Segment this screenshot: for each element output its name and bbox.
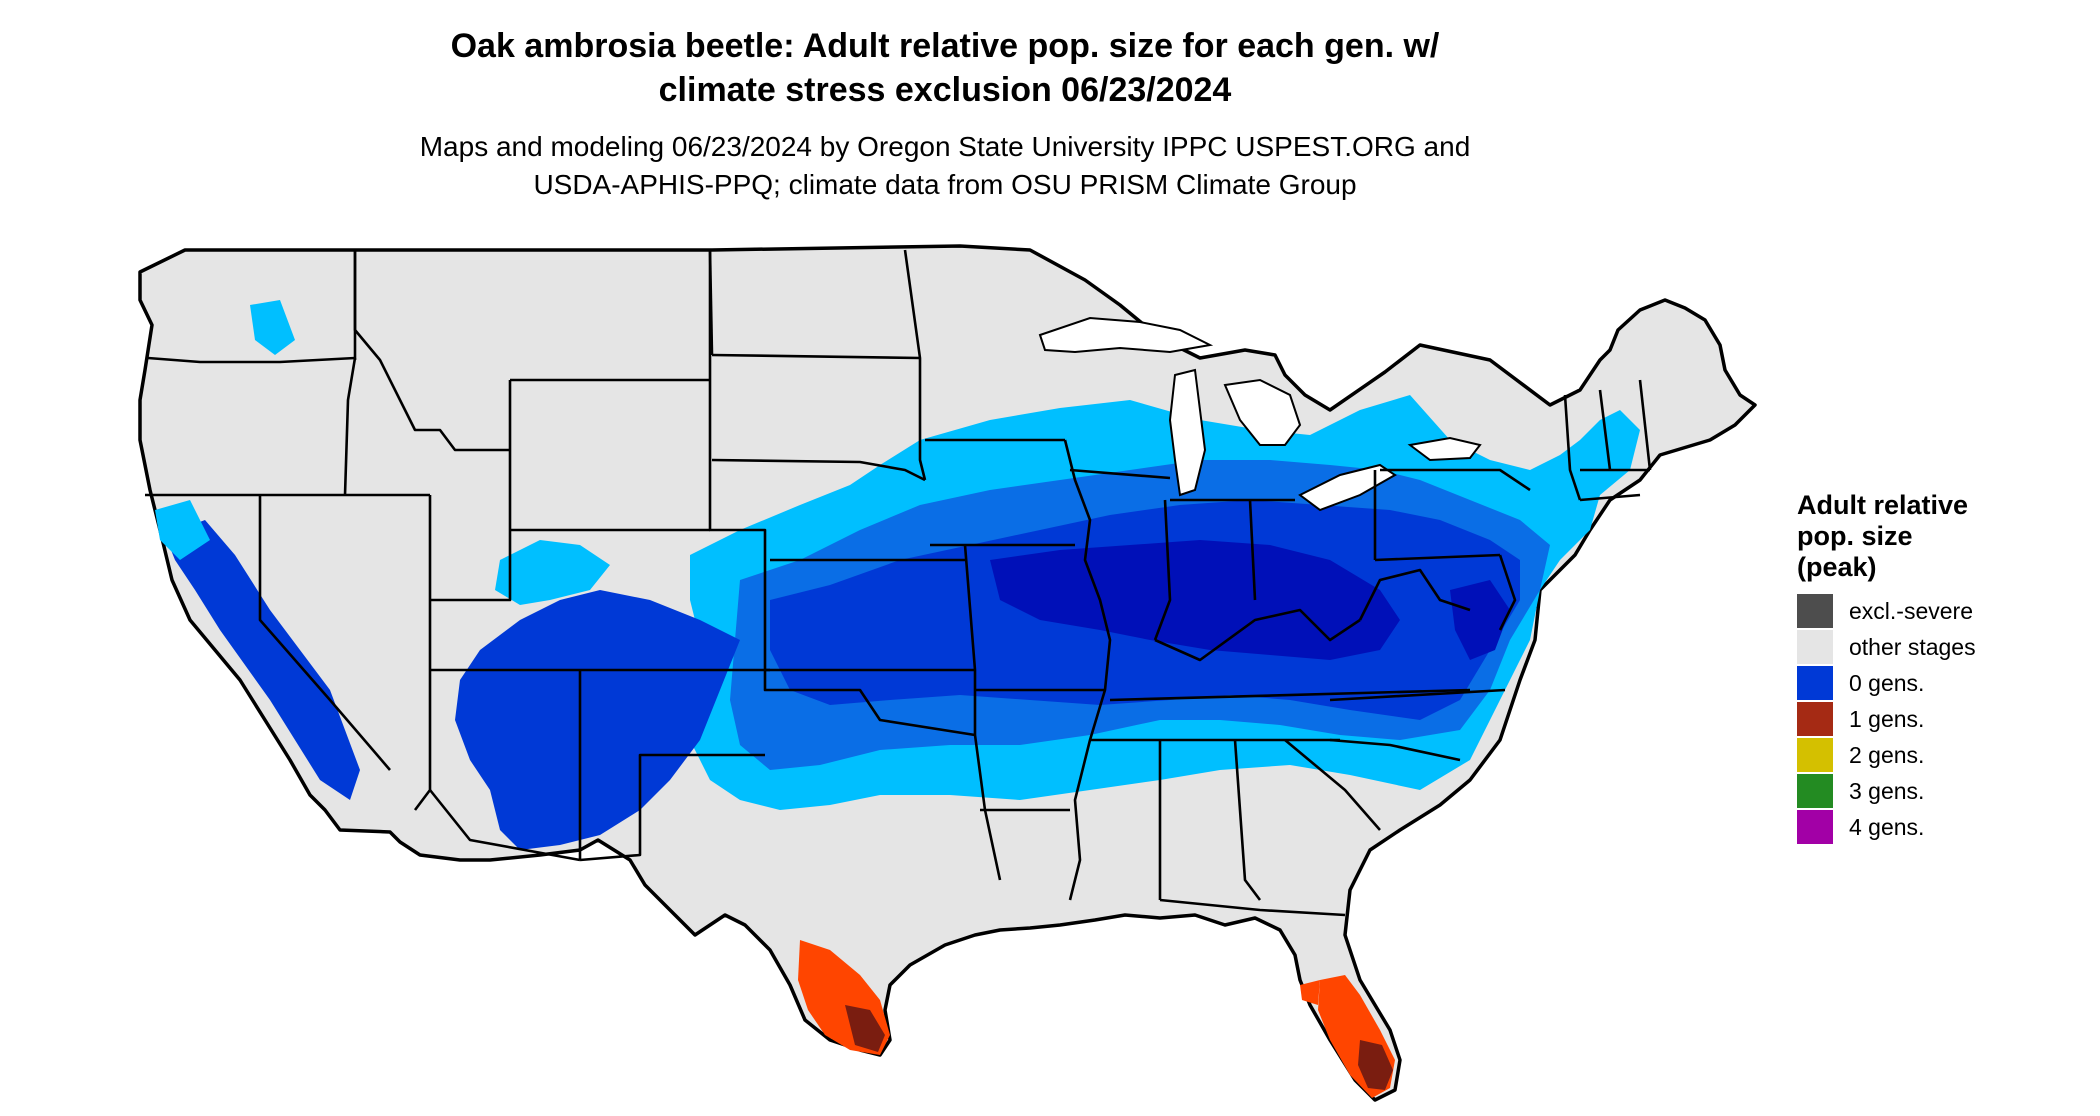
- legend-title-line-1: Adult relative: [1797, 490, 1969, 520]
- lake-michigan: [1168, 368, 1207, 497]
- legend-swatch: [1797, 630, 1833, 664]
- map-title: Oak ambrosia beetle: Adult relative pop.…: [0, 24, 1890, 112]
- region-florida-dark: [1358, 1040, 1393, 1090]
- region-west-california-light: [155, 500, 210, 560]
- lake-huron: [1223, 378, 1302, 446]
- legend-label: 0 gens.: [1849, 669, 1925, 696]
- legend-item: excl.-severe: [1797, 593, 1976, 629]
- lake-erie: [1298, 463, 1397, 512]
- lake-superior: [1038, 316, 1214, 354]
- state-borders: [145, 249, 1652, 917]
- region-texas-dark: [845, 1005, 885, 1052]
- region-west-california: [165, 520, 360, 800]
- region-nw-patch: [250, 300, 295, 355]
- legend-items: excl.-severe other stages 0 gens. 1 gens. 2 …: [1797, 593, 1976, 845]
- legend-label: 2 gens.: [1849, 741, 1925, 768]
- subtitle-line-1: Maps and modeling 06/23/2024 by Oregon S…: [419, 131, 1471, 162]
- legend: Adult relative pop. size (peak) excl.-se…: [1797, 490, 1976, 845]
- us-map: [138, 244, 1757, 1102]
- legend-title-line-3: (peak): [1797, 552, 1877, 582]
- legend-swatch: [1797, 810, 1833, 844]
- legend-swatch: [1797, 702, 1833, 736]
- legend-item: 1 gens.: [1797, 701, 1976, 737]
- region-west-mountains: [455, 590, 740, 850]
- legend-swatch: [1797, 774, 1833, 808]
- legend-label: 3 gens.: [1849, 777, 1925, 804]
- legend-label: 1 gens.: [1849, 705, 1925, 732]
- region-dark-blue-east: [1450, 580, 1510, 660]
- region-dark-blue: [990, 540, 1400, 660]
- legend-title-line-2: pop. size: [1797, 521, 1913, 551]
- title-line-2: climate stress exclusion 06/23/2024: [658, 71, 1232, 109]
- legend-label: excl.-severe: [1849, 597, 1973, 624]
- legend-title: Adult relative pop. size (peak): [1797, 490, 1976, 583]
- legend-item: 4 gens.: [1797, 809, 1976, 845]
- legend-label: other stages: [1849, 633, 1976, 660]
- region-west-mountains-light: [495, 540, 610, 605]
- lake-ontario: [1407, 436, 1482, 462]
- region-florida-panhandle: [1300, 980, 1320, 1005]
- map-subtitle: Maps and modeling 06/23/2024 by Oregon S…: [0, 128, 1890, 204]
- legend-swatch: [1797, 594, 1833, 628]
- legend-label: 4 gens.: [1849, 813, 1925, 840]
- legend-swatch: [1797, 738, 1833, 772]
- legend-item: 2 gens.: [1797, 737, 1976, 773]
- subtitle-line-2: USDA-APHIS-PPQ; climate data from OSU PR…: [533, 169, 1357, 200]
- legend-item: 3 gens.: [1797, 773, 1976, 809]
- legend-item: other stages: [1797, 629, 1976, 665]
- legend-item: 0 gens.: [1797, 665, 1976, 701]
- title-line-1: Oak ambrosia beetle: Adult relative pop.…: [450, 27, 1440, 65]
- legend-swatch: [1797, 666, 1833, 700]
